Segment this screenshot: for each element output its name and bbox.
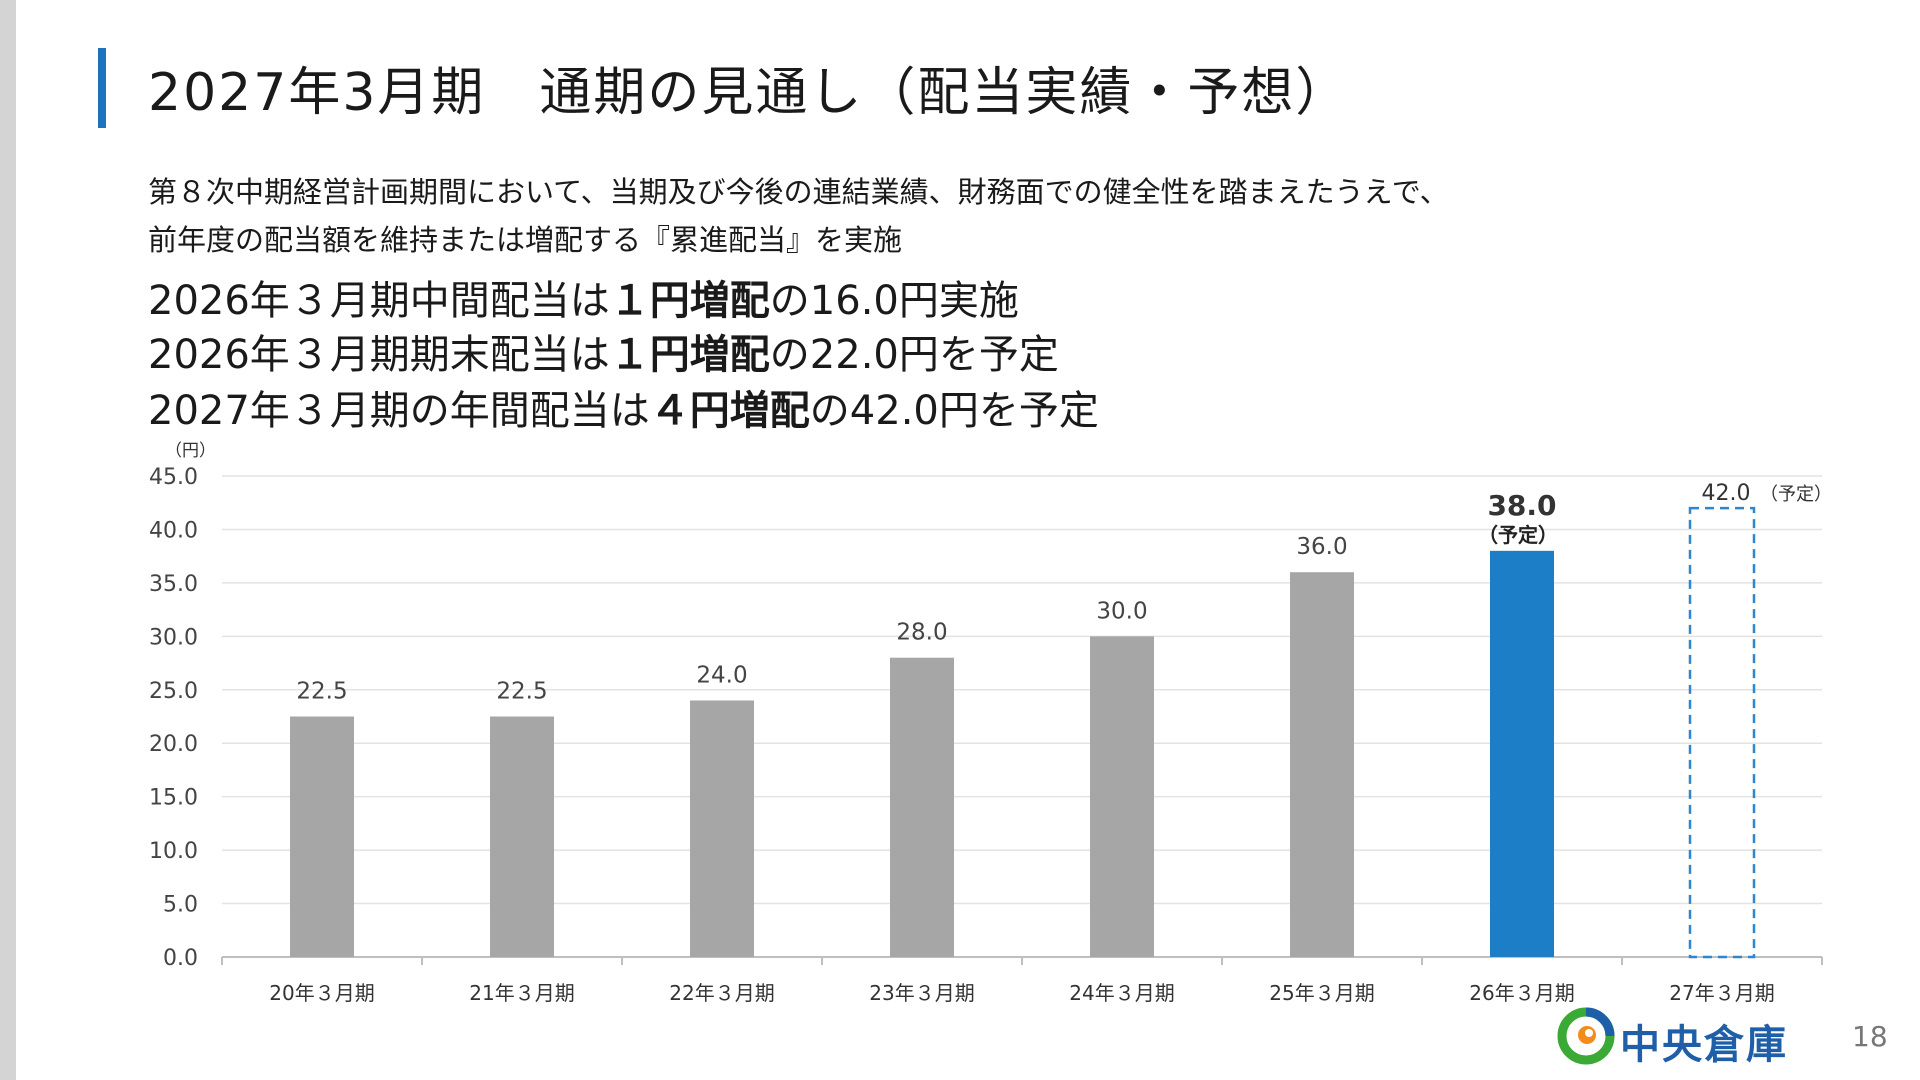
highlight-annual-dividend: 2027年３月期の年間配当は４円増配の42.0円を予定 — [148, 378, 1099, 436]
highlight-suffix: の16.0円実施 — [769, 278, 1019, 324]
title-accent-bar — [98, 48, 106, 128]
highlight-interim-dividend: 2026年３月期中間配当は１円増配の16.0円実施 — [148, 268, 1019, 326]
bar-actual — [890, 657, 954, 957]
company-logo-mark-icon — [1557, 1007, 1615, 1065]
highlight-prefix: 2026年３月期期末配当は — [148, 332, 610, 378]
y-axis-unit-label: （円） — [165, 441, 216, 461]
y-tick-label: 30.0 — [149, 625, 198, 650]
bar-value-label: 28.0 — [896, 620, 947, 646]
x-category-label: 24年３月期 — [1069, 981, 1174, 1005]
description-line-1: 第８次中期経営計画期間において、当期及び今後の連結業績、財務面での健全性を踏まえ… — [148, 175, 1449, 209]
highlight-bold: ４円増配 — [649, 388, 810, 434]
highlight-prefix: 2026年３月期中間配当は — [148, 278, 610, 324]
bar-value-label: 36.0 — [1296, 534, 1347, 560]
y-tick-label: 20.0 — [149, 732, 198, 757]
company-logo: 中央倉庫 — [1556, 1006, 1786, 1068]
x-category-label: 20年３月期 — [269, 981, 374, 1005]
x-category-label: 21年３月期 — [469, 981, 574, 1005]
y-tick-label: 35.0 — [149, 572, 198, 597]
bar-actual — [490, 716, 554, 957]
highlight-bold: １円増配 — [609, 278, 770, 324]
bar-actual — [690, 700, 754, 957]
bar-value-label: 24.0 — [696, 662, 747, 688]
y-tick-label: 40.0 — [149, 518, 198, 543]
y-tick-label: 0.0 — [163, 946, 198, 971]
bar-forecast — [1688, 506, 1756, 959]
bar-actual — [1290, 572, 1354, 957]
bar-note-label: （予定） — [1478, 523, 1558, 547]
bar-value-label: 42.0 — [1702, 481, 1751, 506]
y-tick-label: 10.0 — [149, 839, 198, 864]
x-category-label: 26年３月期 — [1469, 981, 1574, 1005]
y-tick-label: 25.0 — [149, 679, 198, 704]
y-tick-label: 5.0 — [163, 893, 198, 918]
highlight-suffix: の42.0円を予定 — [809, 388, 1099, 434]
bar-value-label: 22.5 — [496, 679, 547, 705]
highlight-year-end-dividend: 2026年３月期期末配当は１円増配の22.0円を予定 — [148, 322, 1059, 380]
bar-value-label: 30.0 — [1096, 598, 1147, 624]
x-category-label: 22年３月期 — [669, 981, 774, 1005]
highlight-bold: １円増配 — [609, 332, 770, 378]
y-tick-label: 15.0 — [149, 786, 198, 811]
description-line-2: 前年度の配当額を維持または増配する『累進配当』を実施 — [148, 223, 903, 257]
bar-value-label: 38.0 — [1487, 489, 1556, 522]
highlight-suffix: の22.0円を予定 — [769, 332, 1059, 378]
bar-actual — [1090, 636, 1154, 957]
page-title: 2027年3月期 通期の見通し（配当実績・予想） — [148, 63, 1350, 123]
bar-value-label: 22.5 — [296, 679, 347, 705]
bar-note-label: （予定） — [1760, 484, 1832, 505]
dividend-bar-chart: （円） 0.0 5.0 10.0 15.0 20.0 25.0 30.0 35.0 40.0 45.… — [149, 441, 1832, 1005]
x-category-label: 23年３月期 — [869, 981, 974, 1005]
y-tick-label: 45.0 — [149, 465, 198, 490]
company-logo-text: 中央倉庫 — [1620, 1022, 1788, 1068]
bar-planned — [1490, 550, 1554, 957]
x-category-label: 25年３月期 — [1269, 981, 1374, 1005]
left-edge-strip — [0, 0, 16, 1080]
highlight-prefix: 2027年３月期の年間配当は — [148, 388, 650, 434]
page-number: 18 — [1852, 1020, 1888, 1053]
bar-actual — [290, 716, 354, 957]
x-category-label: 27年３月期 — [1669, 981, 1774, 1005]
